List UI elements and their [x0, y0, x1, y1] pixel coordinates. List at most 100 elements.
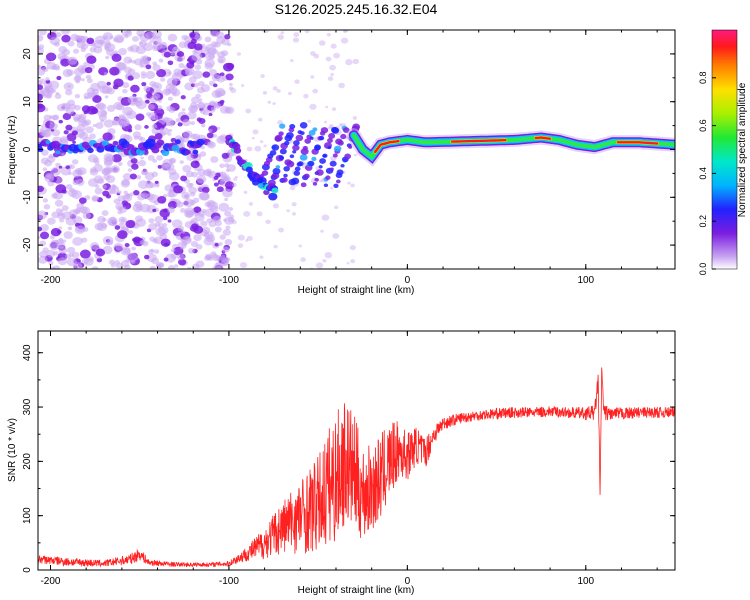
- noise-blob: [100, 119, 105, 123]
- noise-blob: [43, 114, 52, 122]
- striation-blob: [278, 155, 284, 160]
- noise-blob: [122, 30, 129, 37]
- noise-blob: [224, 163, 230, 168]
- noise-blob: [152, 208, 157, 213]
- noise-blob: [140, 74, 147, 79]
- noise-blob: [138, 180, 149, 190]
- striation-blob: [314, 177, 319, 182]
- noise-blob: [220, 258, 230, 267]
- noise-blob: [52, 265, 61, 269]
- snr-y-tick-label: 200: [22, 453, 33, 470]
- noise-blob: [131, 246, 136, 251]
- striation-blob: [325, 175, 331, 180]
- noise-blob: [80, 66, 87, 71]
- noise-blob: [170, 248, 176, 253]
- colorbar-tick-label: 0.8: [698, 72, 708, 85]
- noise-blob: [140, 156, 144, 160]
- noise-blob: [194, 212, 205, 222]
- striation-blob: [283, 166, 290, 172]
- striation-blob: [323, 183, 329, 188]
- noise-blob: [81, 105, 91, 113]
- noise-blob: [150, 248, 155, 252]
- noise-blob: [230, 87, 237, 94]
- noise-blob: [69, 187, 75, 193]
- noise-blob: [120, 179, 131, 188]
- noise-blob: [122, 172, 132, 181]
- noise-blob: [79, 249, 91, 259]
- noise-blob: [156, 68, 167, 78]
- snr-series-line: [38, 367, 675, 568]
- noise-blob: [183, 198, 195, 208]
- noise-blob: [133, 190, 140, 196]
- signal-band-peak-red: [616, 141, 659, 145]
- noise-blob: [228, 82, 233, 87]
- noise-blob: [39, 231, 50, 240]
- noise-blob: [180, 95, 186, 100]
- noise-blob: [231, 220, 237, 225]
- streak-blob: [233, 147, 242, 154]
- noise-blob: [59, 136, 69, 144]
- noise-blob: [41, 149, 49, 156]
- noise-blob: [105, 175, 116, 184]
- noise-blob: [145, 70, 156, 80]
- striation-blob: [299, 122, 308, 129]
- noise-blob: [38, 80, 43, 86]
- noise-blob: [179, 246, 184, 250]
- noise-blob: [72, 140, 76, 144]
- noise-blob: [145, 193, 155, 201]
- noise-blob: [50, 227, 61, 237]
- noise-blob: [157, 99, 162, 103]
- noise-blob: [38, 44, 45, 50]
- noise-blob: [63, 130, 69, 135]
- noise-blob: [188, 76, 197, 83]
- noise-blob: [72, 180, 79, 186]
- noise-blob: [56, 241, 66, 249]
- noise-blob: [213, 175, 219, 180]
- noise-blob: [219, 163, 225, 169]
- noise-blob: [103, 159, 113, 167]
- noise-blob: [72, 48, 80, 54]
- noise-blob: [240, 84, 245, 87]
- noise-blob: [228, 86, 234, 91]
- noise-blob: [259, 255, 264, 259]
- noise-blob: [272, 203, 279, 209]
- noise-blob: [93, 46, 103, 54]
- noise-blob: [167, 206, 175, 214]
- noise-blob: [138, 159, 147, 167]
- noise-blob: [38, 255, 48, 264]
- noise-blob: [154, 180, 159, 184]
- noise-blob: [188, 186, 198, 194]
- noise-blob: [323, 120, 328, 124]
- noise-blob: [180, 175, 188, 182]
- noise-blob: [76, 40, 86, 49]
- noise-blob: [181, 34, 188, 41]
- noise-blob: [352, 116, 358, 120]
- noise-blob: [223, 218, 227, 222]
- snr-y-label: SNR (10 * v/v): [7, 418, 18, 482]
- noise-blob: [51, 211, 60, 219]
- noise-blob: [128, 112, 132, 116]
- noise-blob: [67, 84, 72, 88]
- noise-blob: [86, 55, 97, 64]
- noise-blob: [130, 157, 138, 164]
- noise-blob: [294, 79, 300, 84]
- noise-blob: [246, 235, 253, 241]
- noise-blob: [167, 191, 175, 198]
- noise-blob: [45, 52, 57, 62]
- noise-blob: [158, 58, 164, 63]
- noise-blob: [117, 210, 123, 215]
- noise-blob: [74, 94, 81, 99]
- noise-blob: [312, 88, 319, 94]
- noise-blob: [65, 124, 73, 131]
- noise-blob: [49, 235, 56, 240]
- noise-blob: [113, 198, 121, 204]
- noise-blob: [215, 87, 226, 97]
- noise-blob: [325, 56, 332, 62]
- noise-blob: [191, 96, 200, 104]
- noise-blob: [277, 34, 285, 40]
- noise-blob: [71, 251, 80, 259]
- noise-blob: [209, 205, 219, 213]
- striation-blob: [318, 165, 323, 169]
- noise-blob: [189, 32, 196, 38]
